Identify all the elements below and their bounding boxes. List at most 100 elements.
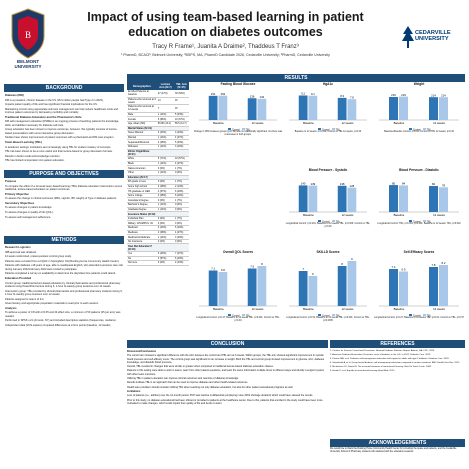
purpose-p2: To assess the change in clinical outcome… <box>5 197 117 201</box>
conclusion-c6: Health care providers should consider ut… <box>127 385 294 389</box>
bar-tbl <box>347 261 357 306</box>
legend-swatch <box>317 314 321 317</box>
table-body: Enrolled Patients at baseline 27 (47%) 30 … <box>127 90 189 266</box>
chart-note: Longitudinal Control: p=0.51; Baseline t… <box>286 317 370 323</box>
table-cell: 6 (40%) <box>173 225 189 231</box>
table-cell: 0 (0%) <box>156 165 174 171</box>
bar-control <box>298 95 308 120</box>
table-cell: 3 (43%) <box>156 251 174 257</box>
chart-1: HgA1c 9.2 9.1 Baseline 8.3 7.8 12 weeks Control… <box>283 82 373 134</box>
table-cell <box>156 126 174 132</box>
table-row: Marital Status (N=19) <box>127 126 189 132</box>
methods-m2: 12-week randomized, pretest-posttest con… <box>5 255 72 259</box>
chart-title: Fasting Blood Glucose <box>220 82 256 86</box>
legend-label: TBL <box>426 314 432 318</box>
conclusion-c2: Overall, TBL resulted in changes that we… <box>127 365 274 369</box>
chart-title: Weight <box>413 82 425 86</box>
reference-item: 1. Centers for Disease Control and Preve… <box>330 350 435 352</box>
table-cell: 1 (14%) <box>156 112 174 118</box>
category-label: Baseline <box>394 213 405 217</box>
legend-swatch <box>422 128 426 131</box>
category-label: Baseline <box>303 307 314 311</box>
background-h3: Team-Based Learning (TBL) <box>5 139 43 144</box>
legend-label: TBL <box>245 314 251 318</box>
table-cell: Ethnic Origin/Race (N=21) <box>127 149 157 158</box>
table-cell: Patients who returned at 12 weeks <box>127 104 157 113</box>
bar-tbl <box>308 95 318 120</box>
chart-svg: 7.1 6.8 Baseline 7.5 8 12 weeks <box>199 262 277 311</box>
legend-label: Control <box>412 128 421 132</box>
chart-svg: 216 219 Baseline 214 214 12 weeks <box>379 93 459 125</box>
reference-item: 4. Steinsbekk A, et al. Group based diab… <box>330 361 460 364</box>
table-cell: 6 (40%) <box>173 193 189 199</box>
acknowledgements-heading: ACKNOWLEDGEMENTS <box>330 439 465 447</box>
table-cell: 56.86 (13.4) <box>156 121 174 127</box>
table-cell: Bachelor's Degree <box>127 202 157 208</box>
belmont-logo-text: BELMONT UNIVERSITY <box>14 59 42 69</box>
data-label: 151 <box>211 92 216 96</box>
table-row: 8th grade or less 0 (0%) 1 (7%) <box>127 179 189 185</box>
category-label: 12 weeks <box>342 121 354 125</box>
table-cell: 0 (0%) <box>156 239 174 245</box>
table-cell: 4 (27%) <box>173 161 189 167</box>
table-cell: 3 (20%) <box>173 144 189 150</box>
table-cell: Associate's Degree <box>127 197 157 204</box>
background-b3: Maintaining control using appropriate se… <box>5 107 118 115</box>
category-label: Baseline <box>303 121 314 125</box>
table-row: Some college 2 (28%) 6 (40%) <box>127 193 189 199</box>
chart-note: Longitudinal Control: p=0.27; Baseline t… <box>374 317 464 320</box>
methods-m9: Given literacy and appropriate preparati… <box>5 302 99 306</box>
table-cell: 2 (28%) <box>156 193 174 199</box>
table-cell: Patients who returned at 6 weeks <box>127 97 157 106</box>
chart-legend: Control TBL <box>193 314 283 317</box>
table-row: Black 1 (14%) 4 (27%) <box>127 161 189 167</box>
table-cell: 1 (7%) <box>173 197 189 204</box>
background-b7: In academic settings, institutions are i… <box>5 145 112 149</box>
table-cell: Medicare <box>127 230 157 236</box>
poster-authors: Tracy R Frame¹, Juanita A Draime², Thadd… <box>152 44 299 50</box>
table-cell <box>173 175 189 181</box>
legend-label: TBL <box>245 128 251 132</box>
data-label: 7.4 <box>392 265 396 269</box>
methods-m10: To achieve a power of 0.8 with α=0.05 an… <box>5 311 121 318</box>
chart-title: Blood Pressure - Diastolic <box>399 168 439 172</box>
data-label: 78 <box>442 184 446 188</box>
svg-text:B: B <box>25 30 31 40</box>
data-label: 136 <box>250 94 255 98</box>
table-cell: 2 (28%) <box>156 139 174 145</box>
bar-control <box>337 185 347 212</box>
chart-legend: Control TBL <box>373 314 465 317</box>
table-cell: 3 (23%) <box>173 130 189 136</box>
methods-m4: Patients with diabetes ≥18 years of age,… <box>5 264 123 271</box>
legend-label: TBL <box>335 128 341 132</box>
chart-5: Overall QOL Scores 7.1 6.8 Baseline 7.5 8 12 w… <box>193 250 283 323</box>
table-cell: Own Diet Education? (N=18) <box>127 243 157 252</box>
legend-swatch <box>317 220 321 223</box>
chart-svg: 140 139 Baseline 138 128 12 weeks <box>289 182 367 217</box>
table-cell: 1 (7%) <box>173 165 189 171</box>
data-label: 7.8 <box>432 263 436 267</box>
category-label: Baseline <box>394 307 405 311</box>
table-cell: HS graduate or GED <box>127 188 157 194</box>
data-label: 7.5 <box>250 265 254 269</box>
table-cell: Graduate Degree <box>127 207 157 213</box>
table-cell: 0 (0%) <box>173 220 189 226</box>
table-row: No 4 (57%) 6 (40%) <box>127 256 189 262</box>
data-label: 82 <box>432 182 436 186</box>
table-cell: Not sure <box>127 260 157 266</box>
table-cell: 55.5 (14.7) <box>173 121 189 127</box>
table-cell <box>156 149 174 158</box>
chart-legend: Control TBL <box>283 314 373 317</box>
references-section: 1. Centers for Disease Control and Preve… <box>330 350 465 373</box>
table-cell: Marital Status (N=19) <box>127 126 157 132</box>
table-cell <box>173 243 189 252</box>
legend-label: TBL <box>335 314 341 318</box>
table-row: No Insurance 0 (0%) 0 (0%) <box>127 239 189 245</box>
legend-swatch <box>317 128 321 131</box>
table-cell: 2 (13%) <box>173 260 189 266</box>
bar-tbl <box>439 265 448 306</box>
table-row: Not sure 0 (0%) 2 (13%) <box>127 260 189 266</box>
references-heading: REFERENCES <box>330 340 465 348</box>
table-cell: Other <box>127 170 157 176</box>
